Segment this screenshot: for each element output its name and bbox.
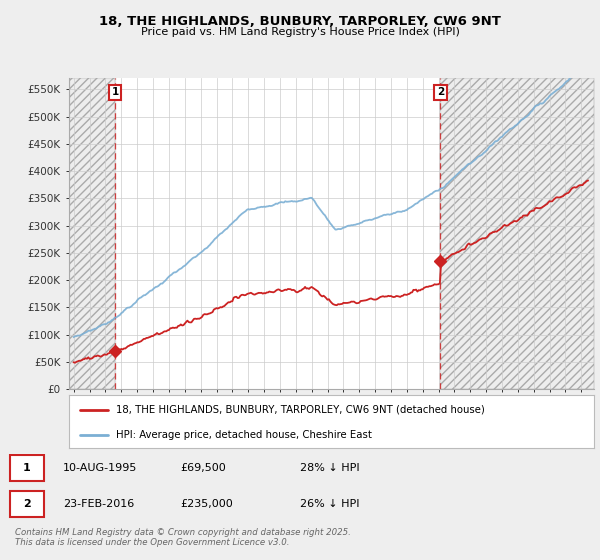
- FancyBboxPatch shape: [10, 455, 44, 480]
- Text: 18, THE HIGHLANDS, BUNBURY, TARPORLEY, CW6 9NT (detached house): 18, THE HIGHLANDS, BUNBURY, TARPORLEY, C…: [116, 405, 485, 415]
- Text: 26% ↓ HPI: 26% ↓ HPI: [300, 499, 359, 509]
- Text: 1: 1: [112, 87, 119, 97]
- Text: 2: 2: [23, 499, 31, 509]
- Text: 2: 2: [437, 87, 444, 97]
- Text: Contains HM Land Registry data © Crown copyright and database right 2025.
This d: Contains HM Land Registry data © Crown c…: [15, 528, 351, 547]
- Text: 28% ↓ HPI: 28% ↓ HPI: [300, 463, 359, 473]
- Text: £235,000: £235,000: [180, 499, 233, 509]
- Text: 10-AUG-1995: 10-AUG-1995: [63, 463, 137, 473]
- FancyBboxPatch shape: [10, 491, 44, 517]
- Text: Price paid vs. HM Land Registry's House Price Index (HPI): Price paid vs. HM Land Registry's House …: [140, 27, 460, 37]
- Text: 1: 1: [23, 463, 31, 473]
- Text: HPI: Average price, detached house, Cheshire East: HPI: Average price, detached house, Ches…: [116, 430, 372, 440]
- Text: £69,500: £69,500: [180, 463, 226, 473]
- Text: 18, THE HIGHLANDS, BUNBURY, TARPORLEY, CW6 9NT: 18, THE HIGHLANDS, BUNBURY, TARPORLEY, C…: [99, 15, 501, 28]
- Text: 23-FEB-2016: 23-FEB-2016: [63, 499, 134, 509]
